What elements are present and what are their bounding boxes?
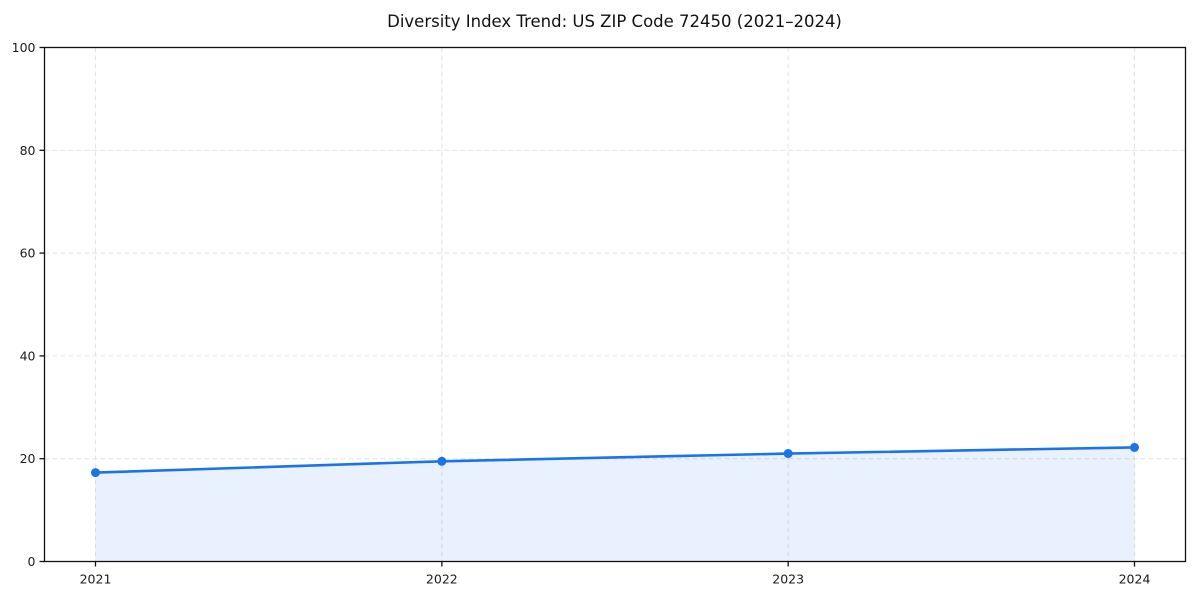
x-tick-label: 2021 (80, 572, 112, 587)
y-tick-label: 0 (28, 554, 36, 569)
area-fill (95, 447, 1135, 562)
y-tick-label: 40 (20, 348, 36, 363)
series-line (94, 446, 1136, 474)
x-tick-label: 2024 (1119, 572, 1151, 587)
data-point-marker (437, 456, 447, 466)
chart-title: Diversity Index Trend: US ZIP Code 72450… (387, 12, 842, 31)
x-tick-label: 2023 (772, 572, 804, 587)
y-tick-label: 100 (12, 40, 36, 55)
axes-box (43, 46, 1187, 563)
data-point-marker (783, 449, 793, 459)
y-tick-label: 80 (20, 143, 36, 158)
y-tick-label: 20 (20, 451, 36, 466)
data-point-marker (91, 468, 100, 478)
x-tick-label: 2022 (426, 572, 458, 587)
y-tick-label: 60 (20, 246, 36, 261)
data-point-marker (1130, 442, 1139, 452)
